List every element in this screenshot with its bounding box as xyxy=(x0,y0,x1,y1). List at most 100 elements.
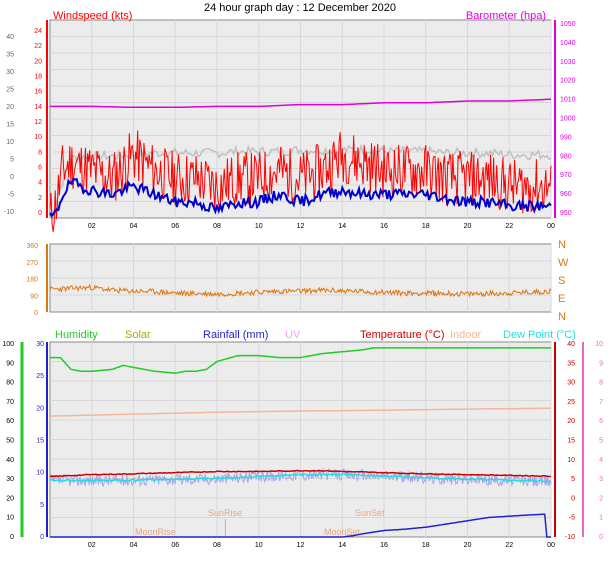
top-x-tick-label: 06 xyxy=(171,223,179,230)
dewpoint-legend: Dew Point (°C) xyxy=(503,329,576,341)
top-barometer-axis-tick-label: 1050 xyxy=(560,21,576,28)
uv-axis-tick-label: 0 xyxy=(599,534,603,541)
top-x-tick-label: 20 xyxy=(464,223,472,230)
top-x-tick-label: 18 xyxy=(422,223,430,230)
humidity-axis-tick-label: 40 xyxy=(6,457,14,464)
barometer-legend: Barometer (hpa) xyxy=(466,10,546,22)
top-outer-axis-tick-label: 35 xyxy=(6,52,14,59)
temperature-axis-tick-label: 15 xyxy=(567,438,575,445)
uv-axis-tick-label: 5 xyxy=(599,438,603,445)
uv-axis-tick-label: 8 xyxy=(599,380,603,387)
top-outer-axis-tick-label: 20 xyxy=(6,104,14,111)
compass-tick-label: N xyxy=(558,311,566,323)
top-barometer-axis-tick-label: 970 xyxy=(560,172,572,179)
direction-axis-tick-label: 360 xyxy=(26,243,38,250)
moonset-label: MoonSet xyxy=(324,527,361,537)
windspeed-legend: Windspeed (kts) xyxy=(53,10,132,22)
uv-axis-tick-label: 9 xyxy=(599,360,603,367)
humidity-axis-tick-label: 0 xyxy=(10,534,14,541)
top-outer-axis-tick-label: 30 xyxy=(6,69,14,76)
rainfall-axis-tick-label: 10 xyxy=(36,470,44,477)
barometer-series-line xyxy=(50,98,552,109)
indoor-legend: Indoor xyxy=(450,329,482,341)
humidity-axis-tick-label: 80 xyxy=(6,380,14,387)
top-windspeed-axis-tick-label: 22 xyxy=(34,43,42,50)
temperature-axis-tick-label: 25 xyxy=(567,399,575,406)
bot-x-tick-label: 20 xyxy=(464,542,472,549)
humidity-axis-tick-label: 10 xyxy=(6,515,14,522)
top-barometer-axis-tick-label: 950 xyxy=(560,210,572,217)
top-outer-axis-tick-label: -5 xyxy=(8,192,14,199)
rainfall-legend: Rainfall (mm) xyxy=(203,329,268,341)
temperature-axis-tick-label: 5 xyxy=(571,476,575,483)
top-outer-axis-tick-label: -10 xyxy=(4,209,14,216)
top-barometer-axis-tick-label: 960 xyxy=(560,191,572,198)
top-outer-axis-tick-label: 15 xyxy=(6,122,14,129)
top-windspeed-axis-tick-label: 10 xyxy=(34,134,42,141)
humidity-axis-tick-label: 30 xyxy=(6,476,14,483)
top-outer-axis-tick-label: 10 xyxy=(6,139,14,146)
rainfall-axis-tick-label: 15 xyxy=(36,438,44,445)
top-barometer-axis-tick-label: 1040 xyxy=(560,40,576,47)
top-windspeed-axis-tick-label: 14 xyxy=(34,104,42,111)
bot-x-tick-label: 02 xyxy=(88,542,96,549)
bot-x-tick-label: 16 xyxy=(380,542,388,549)
humidity-axis-tick-label: 50 xyxy=(6,438,14,445)
temperature-axis-tick-label: 20 xyxy=(567,418,575,425)
temperature-axis-tick-label: -5 xyxy=(569,515,575,522)
uv-axis-tick-label: 10 xyxy=(595,341,603,348)
top-barometer-axis-tick-label: 1030 xyxy=(560,59,576,66)
humidity-axis-tick-label: 100 xyxy=(2,341,14,348)
direction-axis-tick-label: 0 xyxy=(34,310,38,317)
direction-axis-tick-label: 270 xyxy=(26,260,38,267)
temperature-axis-tick-label: 40 xyxy=(567,341,575,348)
compass-tick-label: E xyxy=(558,293,565,305)
uv-legend: UV xyxy=(285,329,301,341)
windspeed-series-line xyxy=(49,130,552,233)
top-x-tick-label: 00 xyxy=(547,223,555,230)
uv-axis-tick-label: 2 xyxy=(599,495,603,502)
uv-axis-tick-label: 6 xyxy=(599,418,603,425)
bot-x-tick-label: 08 xyxy=(213,542,221,549)
rainfall-axis-tick-label: 25 xyxy=(36,373,44,380)
top-x-tick-label: 10 xyxy=(255,223,263,230)
dewpoint-series-line xyxy=(49,473,552,483)
direction-axis-tick-label: 180 xyxy=(26,277,38,284)
top-windspeed-axis-tick-label: 20 xyxy=(34,58,42,65)
moonrise-label: MoonRise xyxy=(135,527,176,537)
humidity-axis-tick-label: 60 xyxy=(6,418,14,425)
top-x-tick-label: 22 xyxy=(505,223,513,230)
rainfall-axis-tick-label: 30 xyxy=(36,341,44,348)
top-windspeed-axis-tick-label: 24 xyxy=(34,28,42,35)
temperature-axis-tick-label: -10 xyxy=(565,534,575,541)
uv-axis-tick-label: 1 xyxy=(599,515,603,522)
temperature-axis-tick-label: 35 xyxy=(567,360,575,367)
temperature-series-line xyxy=(49,469,552,478)
bot-x-tick-label: 06 xyxy=(171,542,179,549)
top-barometer-axis-tick-label: 990 xyxy=(560,134,572,141)
sunset-label: SunSet xyxy=(355,508,385,518)
top-x-tick-label: 12 xyxy=(297,223,305,230)
humidity-axis-tick-label: 20 xyxy=(6,495,14,502)
bot-x-tick-label: 18 xyxy=(422,542,430,549)
compass-tick-label: S xyxy=(558,275,565,287)
page-title: 24 hour graph day : 12 December 2020 xyxy=(204,2,396,14)
top-barometer-axis-tick-label: 1020 xyxy=(560,78,576,85)
rainfall-series-line xyxy=(50,513,551,538)
top-outer-axis-tick-label: 5 xyxy=(10,157,14,164)
top-x-tick-label: 08 xyxy=(213,223,221,230)
humidity-axis-tick-label: 70 xyxy=(6,399,14,406)
uv-axis-tick-label: 3 xyxy=(599,476,603,483)
sunrise-label: SunRise xyxy=(208,508,242,518)
top-windspeed-axis-tick-label: 8 xyxy=(38,149,42,156)
top-barometer-axis-tick-label: 1010 xyxy=(560,97,576,104)
humidity-legend: Humidity xyxy=(55,329,98,341)
bot-x-tick-label: 12 xyxy=(297,542,305,549)
top-barometer-axis-tick-label: 1000 xyxy=(560,116,576,123)
indoor-series-line xyxy=(49,407,551,417)
wind-barometer-chart: 02 04 06 08 10 12 14 16 18 20 22 004035302520151050… xyxy=(4,10,576,233)
bot-x-tick-label: 10 xyxy=(255,542,263,549)
top-windspeed-axis-tick-label: 12 xyxy=(34,119,42,126)
